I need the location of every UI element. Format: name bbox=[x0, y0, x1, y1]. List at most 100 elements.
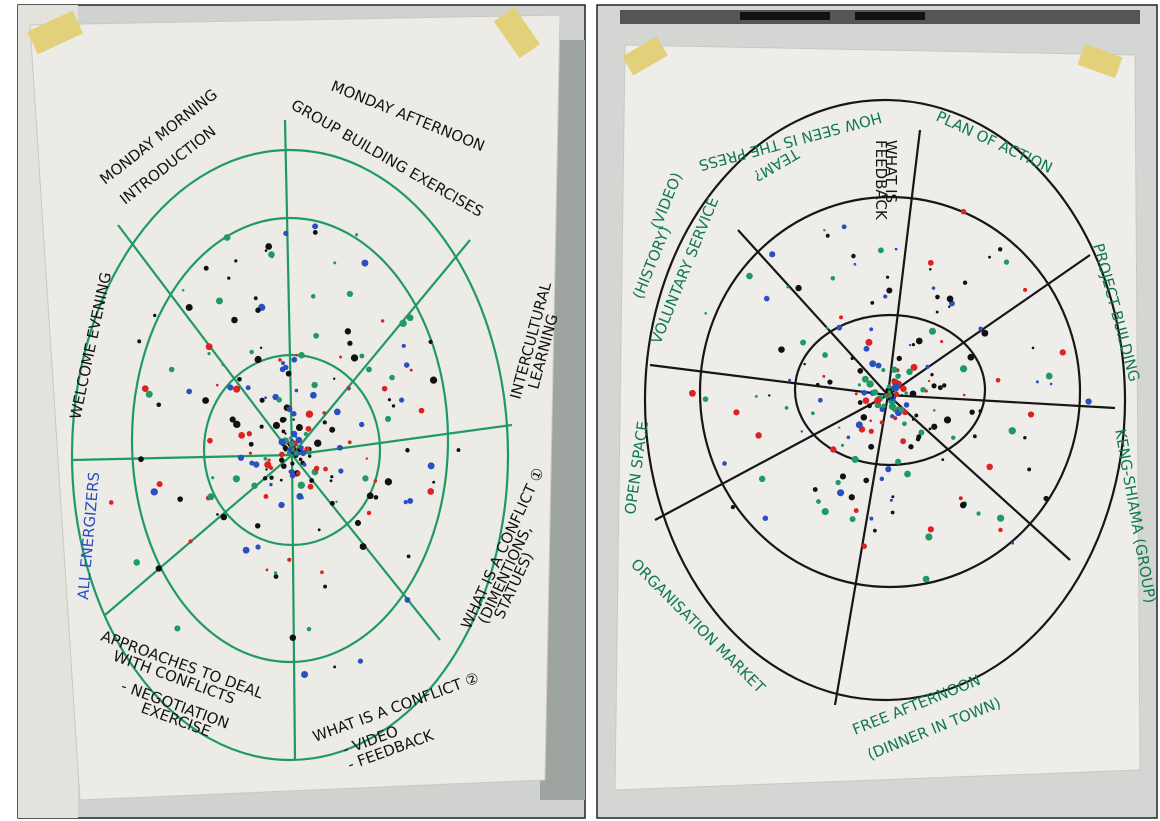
sticker-dot bbox=[1032, 347, 1035, 350]
sticker-dot bbox=[290, 472, 296, 478]
sticker-dot bbox=[231, 317, 238, 324]
sticker-dot bbox=[841, 444, 844, 447]
sticker-dot bbox=[138, 456, 144, 462]
sticker-dot bbox=[254, 296, 258, 300]
sticker-dot bbox=[893, 416, 897, 420]
sticker-dot bbox=[255, 544, 260, 549]
sticker-dot bbox=[351, 354, 358, 361]
sticker-dot bbox=[1027, 467, 1031, 471]
sticker-dot bbox=[429, 340, 433, 344]
sticker-dot bbox=[407, 554, 411, 558]
sticker-dot bbox=[211, 476, 214, 479]
sticker-dot bbox=[935, 295, 940, 300]
sticker-dot bbox=[876, 363, 882, 369]
sticker-dot bbox=[768, 394, 770, 396]
sticker-dot bbox=[407, 314, 414, 321]
sticker-dot bbox=[202, 397, 209, 404]
sticker-dot bbox=[818, 398, 823, 403]
sticker-dot bbox=[941, 458, 944, 461]
sticker-dot bbox=[951, 435, 955, 439]
sticker-dot bbox=[276, 397, 281, 402]
sticker-dot bbox=[156, 565, 162, 571]
sticker-dot bbox=[337, 445, 343, 451]
sticker-dot bbox=[988, 256, 991, 259]
sticker-dot bbox=[292, 418, 294, 420]
sticker-dot bbox=[755, 432, 761, 438]
sticker-dot bbox=[283, 231, 288, 236]
sticker-dot bbox=[366, 457, 368, 459]
sticker-dot bbox=[174, 625, 180, 631]
sticker-dot bbox=[224, 234, 231, 241]
sticker-dot bbox=[904, 391, 908, 395]
sticker-dot bbox=[320, 570, 324, 574]
sticker-dot bbox=[731, 505, 735, 509]
sticker-dot bbox=[260, 425, 264, 429]
sticker-dot bbox=[861, 390, 867, 396]
sticker-dot bbox=[295, 354, 298, 357]
sticker-dot bbox=[382, 386, 388, 392]
sticker-dot bbox=[221, 364, 224, 367]
sticker-dot bbox=[265, 249, 268, 252]
sticker-dot bbox=[301, 671, 308, 678]
sticker-dot bbox=[360, 543, 367, 550]
sticker-dot bbox=[892, 383, 899, 390]
sticker-dot bbox=[313, 230, 318, 235]
sticker-dot bbox=[311, 294, 316, 299]
sticker-dot bbox=[404, 362, 410, 368]
sticker-dot bbox=[348, 440, 352, 444]
sticker-dot bbox=[1043, 496, 1048, 501]
sticker-dot bbox=[335, 501, 337, 503]
sticker-dot bbox=[849, 494, 855, 500]
sticker-dot bbox=[186, 304, 193, 311]
sticker-dot bbox=[291, 411, 297, 417]
sticker-dot bbox=[318, 528, 321, 531]
sticker-dot bbox=[837, 489, 844, 496]
sticker-dot bbox=[419, 408, 425, 414]
sticker-dot bbox=[840, 473, 846, 479]
sticker-dot bbox=[869, 517, 873, 521]
photo-collage: WELCOME EVENING MONDAY MORNING INTRODUCT… bbox=[0, 0, 1160, 821]
sticker-dot bbox=[938, 385, 943, 390]
sticker-dot bbox=[385, 416, 391, 422]
sticker-dot bbox=[925, 365, 929, 369]
sticker-dot bbox=[238, 432, 245, 439]
sticker-dot bbox=[300, 450, 306, 456]
sticker-dot bbox=[850, 516, 856, 522]
sticker-dot bbox=[399, 320, 406, 327]
sticker-dot bbox=[314, 440, 321, 447]
sticker-dot bbox=[296, 493, 303, 500]
sticker-dot bbox=[233, 475, 240, 482]
sticker-dot bbox=[367, 511, 371, 515]
sticker-dot bbox=[733, 409, 739, 415]
sticker-dot bbox=[976, 511, 980, 515]
sticker-dot bbox=[362, 475, 368, 481]
sticker-dot bbox=[146, 391, 153, 398]
sticker-dot bbox=[347, 291, 353, 297]
sticker-dot bbox=[361, 260, 368, 267]
sticker-dot bbox=[902, 421, 907, 426]
sticker-dot bbox=[322, 411, 326, 415]
sticker-dot bbox=[359, 422, 364, 427]
sticker-dot bbox=[863, 478, 869, 484]
sticker-dot bbox=[996, 378, 1001, 383]
sticker-dot bbox=[873, 529, 877, 533]
sticker-dot bbox=[858, 383, 861, 386]
sticker-dot bbox=[910, 390, 917, 397]
sticker-dot bbox=[869, 360, 876, 367]
sticker-dot bbox=[294, 451, 299, 456]
sticker-dot bbox=[157, 481, 163, 487]
sticker-dot bbox=[1028, 411, 1034, 417]
sticker-dot bbox=[857, 368, 863, 374]
sticker-dot bbox=[862, 543, 867, 548]
sticker-dot bbox=[855, 392, 858, 395]
sticker-dot bbox=[973, 434, 977, 438]
sticker-dot bbox=[1050, 383, 1053, 386]
sticker-dot bbox=[227, 384, 233, 390]
sticker-dot bbox=[220, 514, 227, 521]
sticker-dot bbox=[359, 354, 364, 359]
sticker-dot bbox=[268, 251, 275, 258]
sticker-dot bbox=[355, 233, 358, 236]
sticker-dot bbox=[836, 325, 842, 331]
sticker-dot bbox=[182, 289, 185, 292]
sticker-dot bbox=[355, 520, 361, 526]
